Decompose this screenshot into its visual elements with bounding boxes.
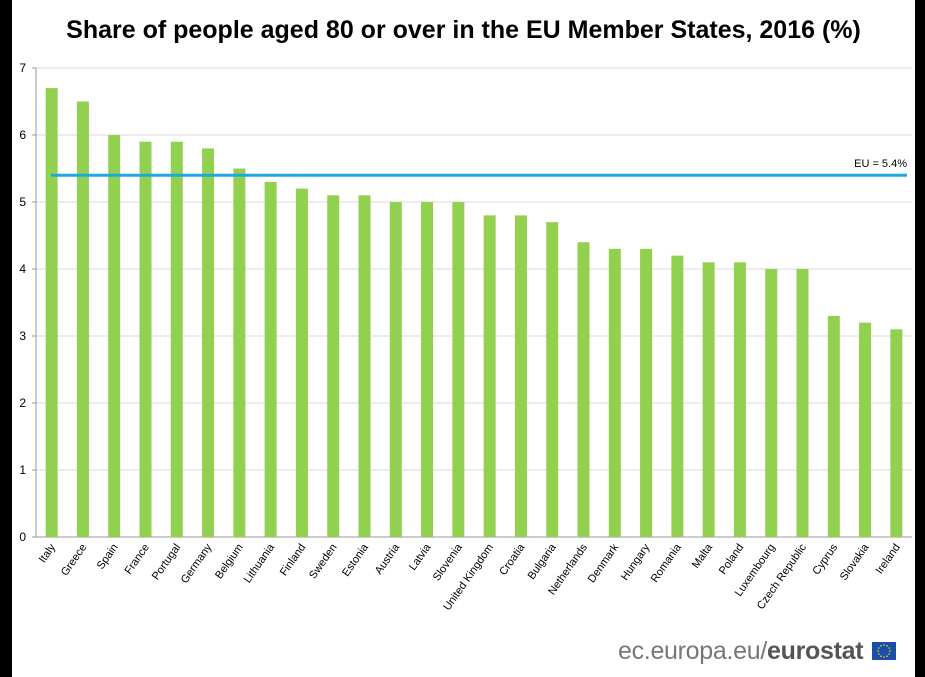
bar xyxy=(640,248,653,537)
bar xyxy=(295,188,308,537)
bar xyxy=(765,269,778,537)
x-tick-label: Slovakia xyxy=(838,541,872,583)
x-tick-label: Hungary xyxy=(619,541,653,582)
eu-flag-icon xyxy=(872,642,896,660)
x-tick-label: Finland xyxy=(278,542,309,578)
bar xyxy=(671,255,684,537)
bar xyxy=(421,202,434,537)
bar xyxy=(389,202,402,537)
x-tick-label: Austria xyxy=(373,541,403,577)
left-border xyxy=(0,0,12,677)
source-link[interactable]: ec.europa.eu/eurostat xyxy=(618,637,864,666)
bar xyxy=(139,141,152,537)
x-tick-label: Latvia xyxy=(407,541,434,573)
x-tick-label: Croatia xyxy=(497,541,528,578)
chart-title: Share of people aged 80 or over in the E… xyxy=(66,16,861,44)
bar xyxy=(202,148,215,537)
bar xyxy=(733,262,746,537)
x-tick-label: Cyprus xyxy=(810,541,840,577)
bar xyxy=(233,168,246,537)
x-tick-label: Ireland xyxy=(874,542,903,576)
x-tick-label: Bulgaria xyxy=(526,541,559,582)
y-tick-label: 4 xyxy=(19,262,26,276)
source-prefix: ec.europa.eu/ xyxy=(618,637,767,665)
y-tick-label: 5 xyxy=(19,195,26,209)
x-tick-label: Spain xyxy=(95,542,121,572)
bar xyxy=(546,222,559,537)
y-tick-label: 6 xyxy=(19,128,26,142)
bar xyxy=(452,202,465,537)
x-tick-label: Portugal xyxy=(150,542,183,582)
bar xyxy=(577,242,590,537)
x-tick-label: Slovenia xyxy=(431,541,466,583)
x-tick-label: Lithuania xyxy=(242,541,278,585)
bar xyxy=(608,248,621,537)
x-tick-label: France xyxy=(122,542,151,577)
right-border xyxy=(915,0,925,677)
bar xyxy=(514,215,527,537)
x-tick-label: Denmark xyxy=(586,541,622,585)
y-tick-label: 2 xyxy=(19,396,26,410)
y-tick-label: 3 xyxy=(19,329,26,343)
bar xyxy=(170,141,183,537)
bar xyxy=(827,315,840,537)
bar xyxy=(76,101,89,537)
eurostat-brand: eurostat xyxy=(767,637,864,665)
bar xyxy=(108,135,121,537)
bar xyxy=(358,195,371,538)
x-tick-label: Malta xyxy=(690,541,716,571)
x-tick-label: Sweden xyxy=(307,542,340,581)
x-tick-label: Estonia xyxy=(340,541,371,579)
bar xyxy=(264,181,277,537)
y-tick-label: 1 xyxy=(19,463,26,477)
bar xyxy=(859,322,872,537)
bar xyxy=(796,269,809,537)
eu-average-label: EU = 5.4% xyxy=(854,158,907,170)
bar xyxy=(483,215,496,537)
y-tick-label: 7 xyxy=(19,61,26,75)
bar xyxy=(45,88,58,537)
bar xyxy=(890,329,903,537)
x-tick-label: Belgium xyxy=(213,542,246,581)
bar xyxy=(327,195,340,538)
x-tick-label: Poland xyxy=(717,542,746,577)
x-tick-label: Italy xyxy=(37,541,59,565)
x-tick-label: Germany xyxy=(179,541,215,585)
x-tick-label: Romania xyxy=(649,541,685,585)
bar xyxy=(702,262,715,537)
y-tick-label: 0 xyxy=(19,530,26,544)
x-tick-label: Greece xyxy=(59,542,90,578)
